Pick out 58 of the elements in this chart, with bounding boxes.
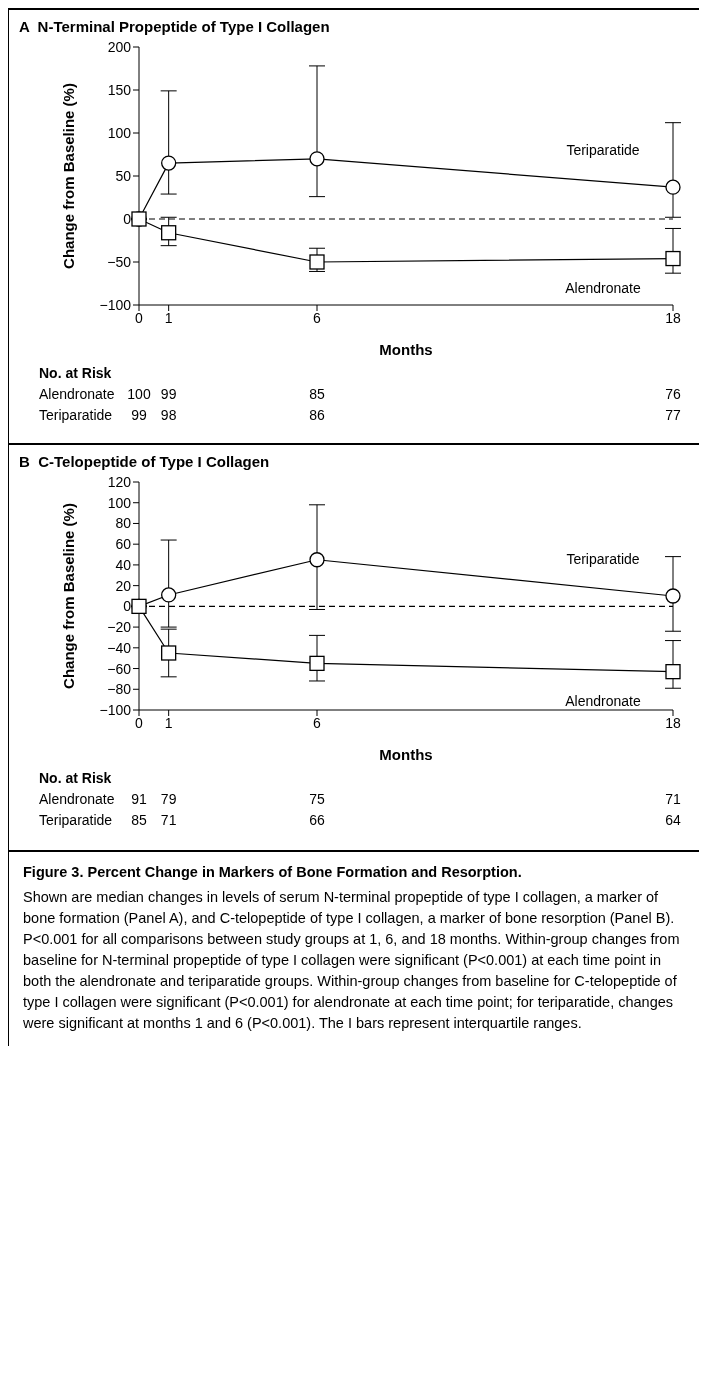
x-tick-label: 1 <box>164 309 173 326</box>
y-tick-label: −50 <box>107 253 132 270</box>
point <box>131 598 147 615</box>
y-axis-title: Change from Baseline (%) <box>60 503 78 689</box>
y-tick-label: 100 <box>107 494 132 511</box>
x-tick-label: 1 <box>164 714 173 731</box>
y-tick-label: 0 <box>123 598 132 615</box>
point <box>309 151 325 167</box>
point <box>161 587 177 603</box>
point <box>309 254 325 270</box>
chart-title: A N-Terminal Propeptide of Type I Collagen <box>19 18 331 35</box>
x-tick-label: 6 <box>313 309 322 326</box>
text: Shown are median changes in levels of serum N-terminal propeptide of type I collagen, a marker of bone formation (Panel A), and C-telopeptide of type I collagen, a marker of bone resorption (Panel B). P<0.001 for all comparisons between study groups at 1, 6, and 18 months. Within-group changes from baseline for N-terminal propeptide of type I collagen were significant (P<0.001) at each time point in both the alendronate and teriparatide groups. Within-group changes from baseline for C-telopeptide of type I collagen were significant (P<0.001) for alendronate at each time point; for teriparatide, changes were significant at months 1 and 6 (P<0.001). The I bars represent interquartile ranges. <box>23 888 681 1033</box>
text: Alendronate 91 79 75 71 <box>39 791 681 807</box>
text: No. at Risk <box>39 770 112 786</box>
x-tick-label: 18 <box>665 714 681 731</box>
y-tick-label: −60 <box>107 660 132 677</box>
text: Teriparatide 99 98 86 77 <box>39 407 681 423</box>
series-label: Alendronate <box>565 692 641 709</box>
y-axis-title: Change from Baseline (%) <box>60 83 78 269</box>
y-tick-label: 120 <box>107 473 132 490</box>
series-label: Teriparatide <box>566 551 640 567</box>
y-tick-label: 0 <box>123 210 132 227</box>
y-tick-label: −100 <box>99 296 132 313</box>
point <box>665 588 681 604</box>
y-tick-label: 50 <box>115 167 132 184</box>
point <box>161 645 177 661</box>
y-tick-label: 80 <box>115 515 132 532</box>
caption: Figure 3. Percent Change in Markers of Bone Formation and Resorption. <box>23 863 523 882</box>
y-tick-label: −40 <box>107 639 132 656</box>
x-axis-title: Months <box>379 341 433 358</box>
point <box>665 250 681 267</box>
x-tick-label: 0 <box>135 714 144 731</box>
x-tick-label: 6 <box>313 714 322 731</box>
point <box>161 225 177 241</box>
point <box>309 552 325 568</box>
y-tick-label: 40 <box>115 556 132 573</box>
x-tick-label: 18 <box>665 309 681 326</box>
point <box>161 155 177 171</box>
series-label: Alendronate <box>565 279 641 296</box>
y-tick-label: 20 <box>115 577 132 594</box>
chart-title: B C-Telopeptide of Type I Collagen <box>19 453 271 470</box>
y-tick-label: −80 <box>107 681 132 698</box>
text: Teriparatide 85 71 66 64 <box>39 812 681 828</box>
y-tick-label: −20 <box>107 619 132 636</box>
point <box>665 179 681 195</box>
y-tick-label: 100 <box>107 124 132 141</box>
x-tick-label: 0 <box>135 309 144 326</box>
text: No. at Risk <box>39 365 112 381</box>
text: Alendronate 100 99 85 76 <box>39 386 681 402</box>
y-tick-label: 200 <box>107 38 132 55</box>
y-tick-label: 150 <box>107 81 132 98</box>
x-axis-title: Months <box>379 746 433 763</box>
y-tick-label: −100 <box>99 701 132 718</box>
series-label: Teriparatide <box>566 142 640 159</box>
point <box>309 655 325 672</box>
y-tick-label: 60 <box>115 536 132 553</box>
point <box>665 664 681 680</box>
